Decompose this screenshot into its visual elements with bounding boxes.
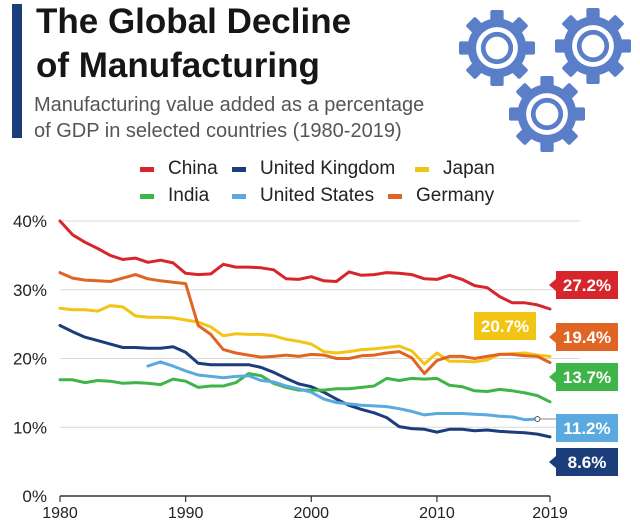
end-label-germany: 19.4% [549,323,618,351]
end-label-text: 27.2% [563,276,611,295]
x-tick-label: 1990 [168,505,204,522]
end-label-box [556,271,618,299]
chart-title-line1: The Global Decline [36,2,352,41]
x-tick-label: 1980 [42,505,78,522]
chart-subtitle-line2: of GDP in selected countries (1980-2019) [34,120,402,142]
end-label-text: 13.7% [563,368,611,387]
end-label-japan: 20.7% [474,312,536,340]
x-tick-label: 2010 [419,505,455,522]
y-tick-label: 40% [13,212,47,231]
end-label-pointer [549,371,556,383]
end-label-box [474,312,536,340]
end-label-text: 11.2% [563,419,610,438]
y-tick-label: 10% [13,418,47,437]
end-label-pointer [549,456,556,468]
chart-title: The Global Decline of Manufacturing [36,0,436,88]
y-tick-label: 20% [13,350,47,369]
end-label-china: 27.2% [549,271,618,299]
x-tick-label: 2019 [532,505,568,522]
end-label-text: 19.4% [563,328,611,347]
chart-title-line2: of Manufacturing [36,46,320,85]
chart-subtitle: Manufacturing value added as a percentag… [34,92,474,144]
y-tick-label: 0% [22,487,47,506]
end-label-text: 8.6% [568,453,607,472]
end-label-pointer [549,331,556,343]
series-line-india [58,372,552,404]
series-line-united-kingdom [58,324,552,439]
series-line-china [58,219,552,311]
y-tick-label: 30% [13,281,47,300]
end-label-box [556,363,618,391]
end-label-box [556,448,618,476]
end-label-text: 20.7% [481,317,529,336]
series-line-germany [58,271,552,376]
end-label-marker [534,416,541,422]
accent-bar [12,4,22,138]
end-label-box [556,414,618,442]
end-label-box [556,323,618,351]
end-label-united-states: 11.2% [534,414,618,442]
end-label-pointer [549,279,556,291]
series-line-japan [58,304,552,366]
series-line-united-states [146,360,539,422]
x-tick-label: 2000 [293,505,329,522]
end-label-united-kingdom: 8.6% [549,448,618,476]
chart-subtitle-line1: Manufacturing value added as a percentag… [34,94,425,116]
end-label-india: 13.7% [549,363,618,391]
